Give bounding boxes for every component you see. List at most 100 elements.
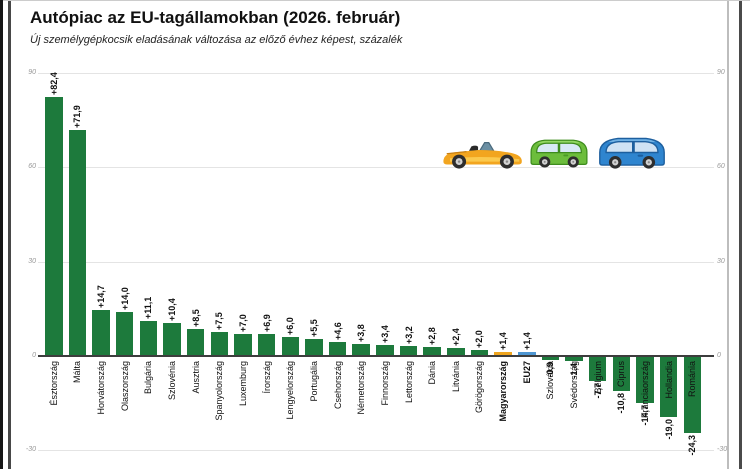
axis-label-Luxemburg: Luxemburg xyxy=(237,361,248,407)
bar-Svédország xyxy=(565,357,583,362)
bar-Románia xyxy=(683,357,702,434)
bar-Magyarország xyxy=(494,351,512,356)
axis-label-EU27: EU27 xyxy=(521,361,532,384)
bar-Görögország xyxy=(470,349,489,356)
bar-Írország xyxy=(257,334,276,356)
axis-label-Szlovákia: Szlovákia xyxy=(545,361,556,400)
bar-Németország xyxy=(352,344,370,356)
bar-value-Magyarország: +1,4 xyxy=(498,331,509,350)
axis-label-Csehország: Csehország xyxy=(332,361,343,410)
page-title: Autópiac az EU-tagállamokban (2026. febr… xyxy=(30,8,401,27)
y-tick-left-60: 60 xyxy=(28,163,36,171)
bar-Lettország xyxy=(399,345,418,356)
bar-Belgium xyxy=(588,357,607,382)
bar-EU27 xyxy=(518,351,536,356)
page-border-right-inner xyxy=(727,0,729,469)
axis-label-Bulgária: Bulgária xyxy=(143,361,154,395)
gridline--30 xyxy=(38,450,714,452)
bar-value-Lengyelország: +6,0 xyxy=(285,317,296,336)
y-tick-left--30: -30 xyxy=(25,446,36,454)
gridline-90 xyxy=(38,73,714,74)
orange-convertible-car-icon xyxy=(443,141,522,169)
bar-Szlovákia xyxy=(541,357,560,360)
y-tick-left-30: 30 xyxy=(28,257,36,265)
axis-label-Írország: Írország xyxy=(261,361,272,394)
axis-label-Dánia: Dánia xyxy=(427,361,438,385)
bar-value-Portugália: +5,5 xyxy=(308,318,319,337)
bar-Olaszország xyxy=(115,311,134,356)
bar-Ausztria xyxy=(186,329,205,356)
bar-Bulgária xyxy=(139,321,158,356)
bar-value-Csehország: +4,6 xyxy=(332,321,343,340)
axis-label-Lettország: Lettország xyxy=(403,361,414,404)
axis-label-Németország: Németország xyxy=(356,361,367,415)
gridline-60 xyxy=(38,167,714,169)
bar-Finnország xyxy=(376,345,394,356)
bar-value-Dánia: +2,8 xyxy=(427,327,438,346)
x-axis-zero-line xyxy=(38,355,714,357)
bar-Lengyelország xyxy=(281,337,299,356)
axis-label-Hollandia: Hollandia xyxy=(663,361,674,399)
bar-value-Olaszország: +14,0 xyxy=(119,287,130,310)
axis-label-Horvátország: Horvátország xyxy=(96,361,107,415)
axis-label-Spanyolország: Spanyolország xyxy=(214,361,225,421)
bar-value-Litvánia: +2,4 xyxy=(450,328,461,347)
green-hatchback-car-icon xyxy=(530,139,588,168)
axis-label-Svédország: Svédország xyxy=(569,361,580,409)
axis-label-Magyarország: Magyarország xyxy=(498,361,509,422)
bar-value-Írország: +6,9 xyxy=(261,314,272,333)
bar-Luxemburg xyxy=(234,333,252,356)
bar-Dánia xyxy=(423,347,441,356)
bar-value-Észtország: +82,4 xyxy=(48,72,59,95)
y-tick-right-0: 0 xyxy=(717,352,721,359)
page-border-right-outer xyxy=(739,0,742,469)
bar-value-Spanyolország: +7,5 xyxy=(214,312,225,331)
bar-value-Málta: +71,9 xyxy=(72,105,83,128)
y-tick-right--30: -30 xyxy=(717,446,728,454)
bar-Horvátország xyxy=(92,309,110,356)
axis-label-Görögország: Görögország xyxy=(474,361,485,414)
axis-label-Románia: Románia xyxy=(687,361,698,398)
bar-value-Bulgária: +11,1 xyxy=(143,296,154,320)
y-tick-right-30: 30 xyxy=(717,257,725,265)
axis-label-Ausztria: Ausztria xyxy=(190,361,201,394)
page-border-top xyxy=(3,0,750,1)
bar-Ciprus xyxy=(612,357,631,391)
bar-Csehország xyxy=(328,341,347,356)
axis-label-Litvánia: Litvánia xyxy=(450,361,461,393)
bar-value-Horvátország: +14,7 xyxy=(96,284,107,308)
page-border-left-inner xyxy=(8,0,11,469)
bar-value-Szlovénia: +10,4 xyxy=(167,298,177,322)
bar-Litvánia xyxy=(447,348,465,356)
axis-label-Olaszország: Olaszország xyxy=(119,361,130,412)
bar-Franciaország xyxy=(636,357,654,404)
bar-value-EU27: +1,4 xyxy=(521,331,532,350)
bar-Málta xyxy=(68,129,87,356)
axis-label-Franciaország: Franciaország xyxy=(640,361,650,419)
axis-label-Portugália: Portugália xyxy=(308,361,319,402)
bar-Spanyolország xyxy=(210,332,229,356)
page-border-left-outer xyxy=(0,0,3,469)
axis-label-Lengyelország: Lengyelország xyxy=(285,361,296,420)
axis-label-Málta: Málta xyxy=(72,361,83,384)
axis-label-Ciprus: Ciprus xyxy=(616,361,627,388)
axis-label-Belgium: Belgium xyxy=(592,361,603,394)
axis-label-Finnország: Finnország xyxy=(379,361,390,406)
blue-compact-car-icon xyxy=(599,137,665,169)
bar-Szlovénia xyxy=(163,323,181,356)
bar-value-Luxemburg: +7,0 xyxy=(237,314,248,332)
axis-label-Szlovénia: Szlovénia xyxy=(167,361,177,401)
y-tick-left-0: 0 xyxy=(32,352,36,359)
bar-value-Görögország: +2,0 xyxy=(474,329,485,348)
bar-Hollandia xyxy=(659,357,678,417)
gridline-30 xyxy=(38,261,714,263)
bar-value-Finnország: +3,4 xyxy=(379,325,390,344)
bar-Portugália xyxy=(305,338,323,356)
bar-value-Németország: +3,8 xyxy=(356,324,367,343)
y-tick-right-90: 90 xyxy=(717,69,725,76)
bar-value-Lettország: +3,2 xyxy=(403,326,414,344)
y-tick-left-90: 90 xyxy=(28,69,36,76)
bar-Észtország xyxy=(45,96,63,356)
